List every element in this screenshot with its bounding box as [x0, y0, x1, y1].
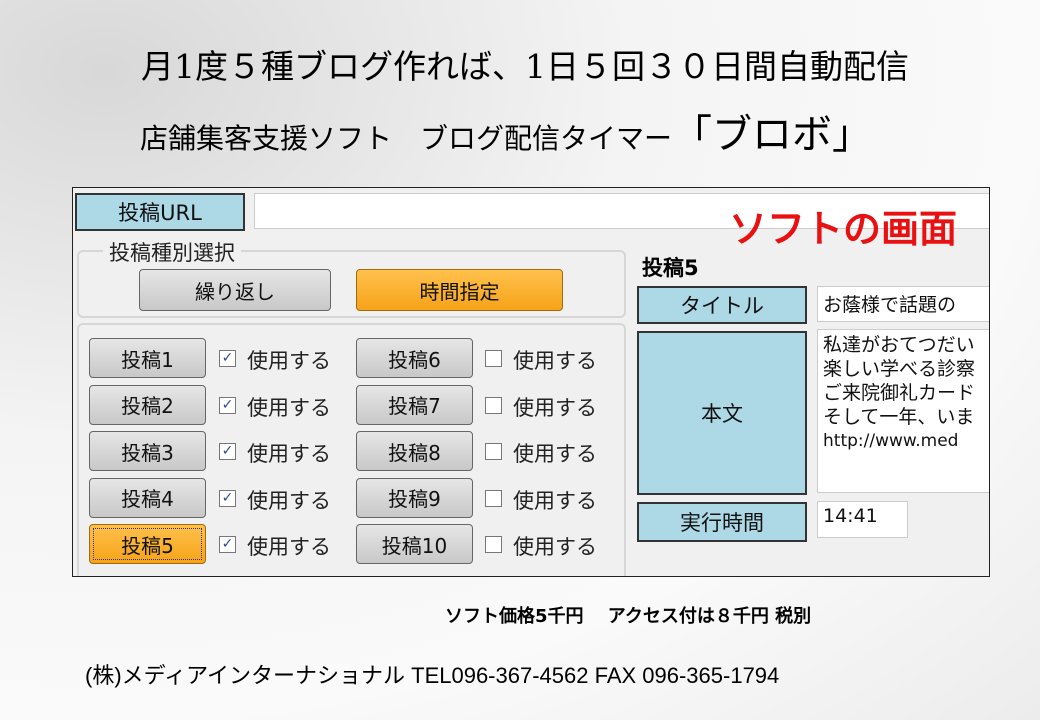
post-button-8[interactable]: 投稿8 [356, 431, 473, 471]
use-checkbox-5[interactable]: ✓ [219, 536, 236, 553]
post-type-group [77, 250, 626, 318]
post-button-1[interactable]: 投稿1 [89, 338, 206, 378]
headline-line1: 月1度５種ブログ作れば、1日５回３０日間自動配信 [141, 47, 909, 86]
body-label: 本文 [637, 331, 807, 495]
use-label: 使用する [247, 488, 331, 513]
use-checkbox-3[interactable]: ✓ [219, 443, 236, 460]
use-label: 使用する [513, 442, 597, 466]
post-button-7[interactable]: 投稿7 [356, 384, 473, 425]
title-label: タイトル [637, 286, 807, 324]
body-textarea[interactable]: 私達がおてつだい 楽しい学べる診察 ご来院御礼カード そして一年、いま http… [817, 329, 989, 493]
use-checkbox-2[interactable]: ✓ [219, 396, 236, 414]
headline-subtitle: 店舗集客支援ソフト ブログ配信タイマー [140, 122, 673, 155]
post-button-3[interactable]: 投稿3 [89, 431, 206, 471]
use-label: 使用する [247, 349, 331, 373]
post-button-2[interactable]: 投稿2 [89, 384, 206, 425]
use-checkbox-10[interactable] [485, 536, 502, 553]
use-checkbox-4[interactable]: ✓ [219, 489, 236, 507]
use-checkbox-1[interactable]: ✓ [219, 350, 236, 367]
time-specified-button[interactable]: 時間指定 [356, 269, 563, 311]
body-line: 私達がおてつだい [823, 334, 975, 356]
price-text: ソフト価格5千円 アクセス付は８千円 税別 [445, 606, 812, 627]
detail-heading: 投稿5 [642, 256, 699, 280]
use-label: 使用する [513, 535, 597, 559]
post-button-5[interactable]: 投稿5 [89, 524, 206, 564]
brand-name: 「ブロボ」 [672, 112, 873, 158]
url-label: 投稿URL [75, 193, 245, 231]
post-button-4[interactable]: 投稿4 [89, 477, 206, 518]
use-label: 使用する [513, 488, 597, 513]
overlay-caption: ソフトの画面 [729, 207, 958, 251]
use-label: 使用する [513, 395, 597, 420]
company-contact: (株)メディアインターナショナル TEL096-367-4562 FAX 096… [85, 663, 780, 688]
use-checkbox-8[interactable] [485, 443, 502, 460]
post-type-legend: 投稿種別選択 [103, 237, 241, 267]
title-input[interactable]: お蔭様で話題の [817, 286, 989, 322]
body-line: http://www.med [823, 431, 959, 451]
use-label: 使用する [247, 535, 331, 559]
use-label: 使用する [247, 395, 331, 420]
post-button-9[interactable]: 投稿9 [356, 477, 473, 518]
exec-time-label: 実行時間 [637, 502, 807, 542]
body-line: そして一年、いま [823, 406, 975, 428]
exec-time-input[interactable]: 14:41 [817, 501, 908, 538]
body-line: 楽しい学べる診察 [823, 358, 976, 380]
use-checkbox-9[interactable] [485, 489, 502, 507]
use-label: 使用する [513, 349, 597, 373]
headline-line2: 店舗集客支援ソフト ブログ配信タイマー「ブロボ」 [140, 102, 872, 160]
use-checkbox-7[interactable] [485, 396, 502, 414]
repeat-button[interactable]: 繰り返し [139, 269, 331, 311]
software-screenshot: 投稿URL ソフトの画面 投稿種別選択 繰り返し 時間指定 投稿1 ✓ 使用する 投稿… [72, 187, 990, 577]
use-label: 使用する [247, 442, 331, 466]
body-line: ご来院御礼カード [823, 382, 976, 404]
post-button-6[interactable]: 投稿6 [356, 338, 473, 378]
posts-group [77, 323, 626, 576]
post-button-10[interactable]: 投稿10 [356, 524, 473, 564]
url-input[interactable] [254, 193, 989, 229]
use-checkbox-6[interactable] [485, 350, 502, 367]
